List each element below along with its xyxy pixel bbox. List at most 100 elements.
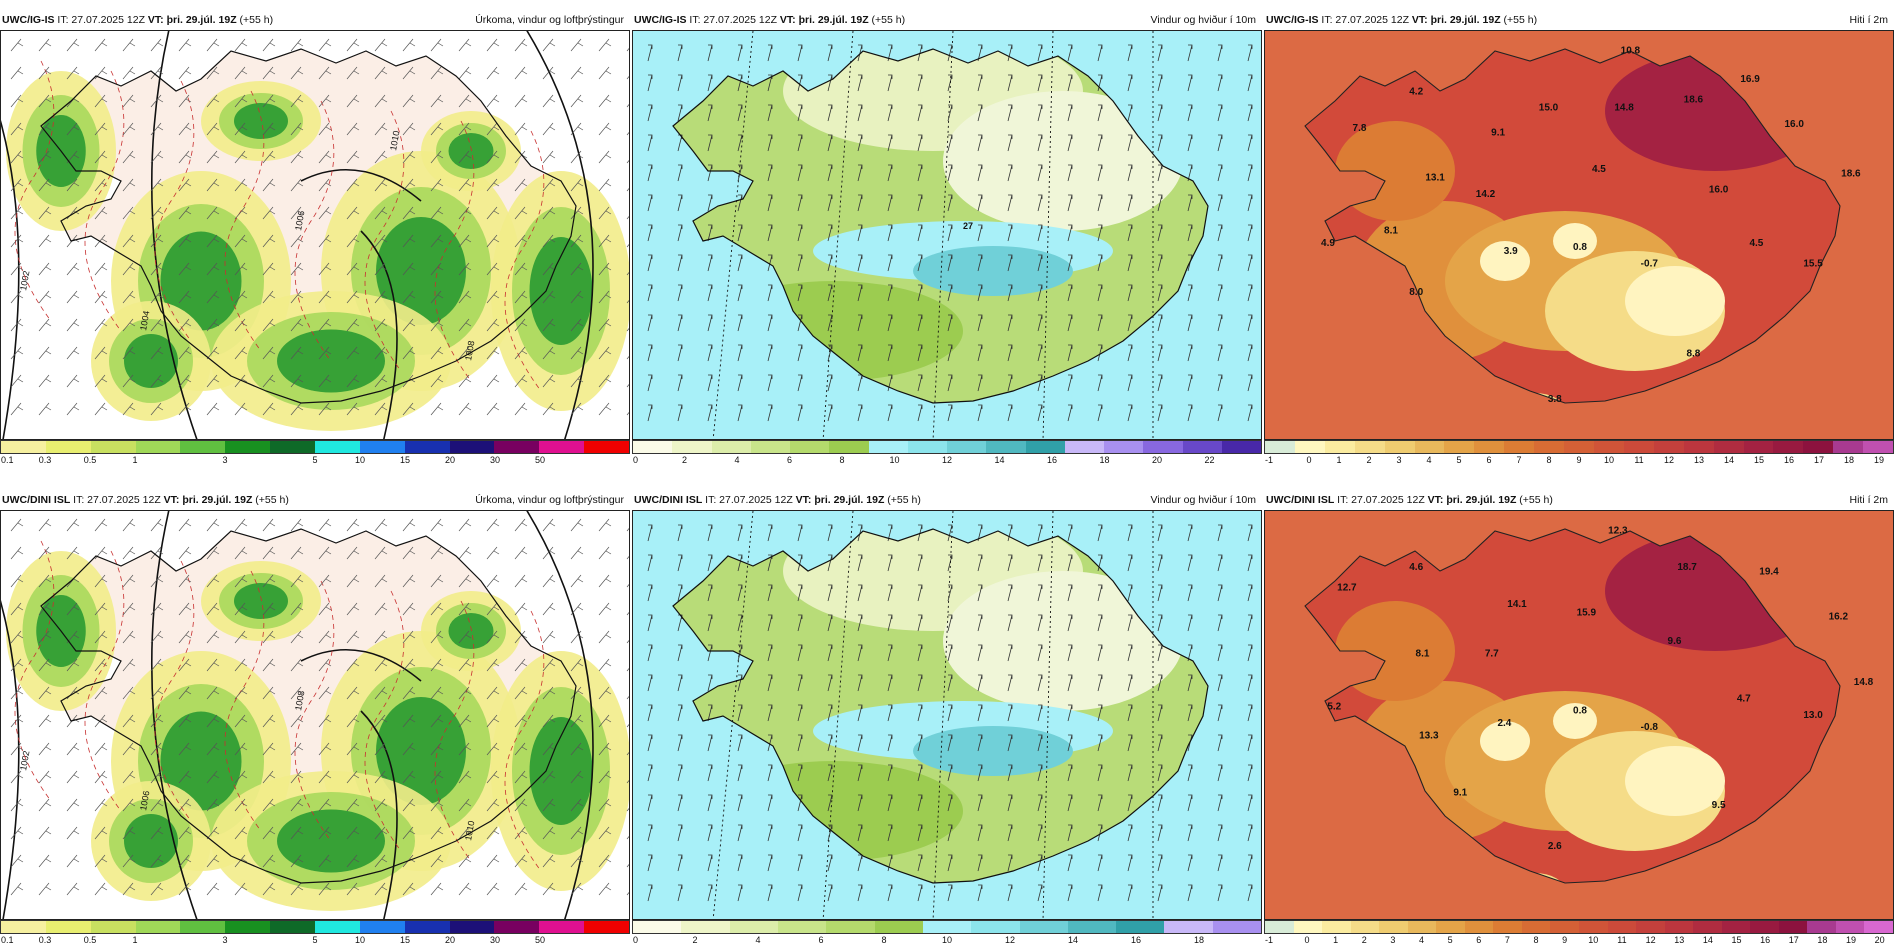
temperature-value-label: 4.6	[1409, 562, 1423, 573]
color-scale-swatch	[359, 921, 405, 933]
map-area[interactable]: 27	[632, 30, 1262, 440]
temperature-value-label: 9.1	[1453, 788, 1467, 799]
temperature-value-label: -0.8	[1641, 722, 1659, 733]
color-scale-swatch	[45, 921, 91, 933]
model-name: UWC/DINI ISL	[2, 494, 71, 506]
color-scale-tick: 7	[1504, 935, 1510, 945]
temperature-value-label: 13.0	[1803, 710, 1823, 721]
temperature-value-label: 18.6	[1684, 95, 1704, 106]
valid-time: VT: þri. 29.júl. 19Z	[779, 14, 869, 26]
color-scale-swatch	[1835, 921, 1865, 933]
temperature-value-label: 8.1	[1416, 648, 1430, 659]
color-scale-swatch	[584, 441, 630, 453]
color-scale-tick: 0.3	[38, 455, 52, 465]
map-area[interactable]: 12.3 4.6 18.7 19.4 12.7 14.1 15.9 16.2 9.6 8.1 7.7…	[1264, 510, 1894, 920]
color-scale-tick: 16	[1760, 935, 1771, 945]
temperature-value-label: 2.6	[1548, 841, 1562, 852]
color-scale-tick: 50	[534, 935, 546, 945]
color-scale-tick: 13	[1693, 455, 1705, 465]
color-scale-tick: 5	[312, 455, 318, 465]
color-scale-swatch	[1743, 441, 1774, 453]
color-scale-swatch	[1664, 921, 1694, 933]
color-scale-ticks: 0 2 4 6 8 10 12 14 16 18 20 22	[632, 455, 1262, 467]
temperature-value-label: 4.7	[1737, 693, 1751, 704]
color-scale-tick: 12	[941, 455, 953, 465]
color-scale-swatch	[1464, 921, 1494, 933]
color-scale-tick: 19	[1873, 455, 1885, 465]
color-scale-tick: 4	[1426, 455, 1432, 465]
temperature-value-label: 3.8	[1548, 394, 1562, 405]
color-scale-swatch	[633, 921, 682, 933]
color-scale-swatch	[1384, 441, 1415, 453]
color-scale-swatch	[1324, 441, 1355, 453]
color-scale-bar	[1264, 920, 1894, 934]
color-scale-tick: -1	[1265, 455, 1274, 465]
color-scale-tick: 10	[1603, 455, 1615, 465]
color-scale-swatch	[1436, 921, 1465, 933]
color-scale-swatch	[1713, 441, 1744, 453]
color-scale-tick: 12	[1645, 935, 1656, 945]
color-scale-tick: 30	[489, 935, 501, 945]
color-scale-tick: 8	[1533, 935, 1539, 945]
color-scale-tick: 0	[633, 935, 639, 945]
color-scale-swatch	[315, 921, 360, 933]
temperature-value-label: 4.5	[1749, 238, 1763, 249]
color-scale-tick: 14	[1723, 455, 1735, 465]
color-scale-tick: 0	[1306, 455, 1312, 465]
color-scale-swatch	[1493, 921, 1522, 933]
lead-time: (+55 h)	[239, 14, 274, 26]
color-scale-swatch	[750, 441, 790, 453]
color-scale-swatch	[1212, 921, 1262, 933]
color-scale-tick: 16	[1130, 935, 1142, 945]
color-scale-tick: -1	[1265, 935, 1274, 945]
color-scale-swatch	[1474, 441, 1505, 453]
color-scale-tick: 15	[1753, 455, 1765, 465]
color-scale-swatch	[90, 441, 136, 453]
color-scale-swatch	[907, 441, 947, 453]
color-scale-tick: 12	[1663, 455, 1675, 465]
map-area[interactable]: 1002 1006 1008 1010	[0, 510, 630, 920]
map-area[interactable]: 1002 1004 1006 1008 1010	[0, 30, 630, 440]
panel-header: UWC/IG-IS IT: 27.07.2025 12Z VT: þri. 29…	[2, 12, 628, 28]
temperature-value-label: 14.8	[1854, 677, 1874, 688]
color-scale-tick: 8	[881, 935, 887, 945]
temperature-value-label: 0.8	[1573, 706, 1587, 717]
color-scale-tick: 18	[1843, 455, 1855, 465]
color-scale-swatch	[494, 441, 540, 453]
color-scale-tick: 9	[1576, 455, 1582, 465]
color-scale-swatch	[777, 921, 827, 933]
temperature-value-label: 14.8	[1614, 103, 1634, 114]
color-scale-swatch	[1653, 441, 1684, 453]
color-scale-tick: 10	[1588, 935, 1599, 945]
color-scale-tick: 5	[1447, 935, 1453, 945]
temperature-value-label: 18.6	[1841, 168, 1861, 179]
color-scale-tick: 1	[132, 455, 138, 465]
color-scale-swatch	[1019, 921, 1068, 933]
color-scale-tick: 4	[734, 455, 740, 465]
variable-title: Vindur og hviður í 10m	[1150, 494, 1256, 506]
model-name: UWC/DINI ISL	[634, 494, 703, 506]
color-scale-tick: 0	[633, 455, 639, 465]
temperature-value-label: -0.7	[1641, 259, 1659, 270]
map-area[interactable]	[632, 510, 1262, 920]
map-area[interactable]: 10.8 4.2 16.9 7.8 9.1 15.0 14.8 18.6 16.0 13.1 14.…	[1264, 30, 1894, 440]
color-scale-tick: 0.1	[1, 935, 14, 945]
color-scale-swatch	[1104, 441, 1144, 453]
init-time: IT: 27.07.2025 12Z	[1321, 14, 1409, 26]
color-scale-swatch	[1693, 921, 1722, 933]
color-scale-swatch	[681, 921, 730, 933]
color-scale-tick: 6	[818, 935, 824, 945]
color-scale-tick: 6	[1486, 455, 1492, 465]
temperature-value-label: 12.3	[1608, 525, 1628, 536]
variable-title: Úrkoma, vindur og loftþrýstingur	[475, 14, 624, 26]
color-scale-swatch	[986, 441, 1026, 453]
color-scale-tick: 12	[1004, 935, 1016, 945]
color-scale-swatch	[1778, 921, 1808, 933]
color-scale-tick: 20	[1874, 935, 1885, 945]
variable-title: Vindur og hviður í 10m	[1150, 14, 1256, 26]
init-time: IT: 27.07.2025 12Z	[1337, 494, 1425, 506]
temperature-value-label: 8.8	[1686, 349, 1700, 360]
color-scale-swatch	[1265, 441, 1295, 453]
valid-time: VT: þri. 29.júl. 19Z	[163, 494, 253, 506]
temperature-value-label: 16.0	[1709, 185, 1729, 196]
